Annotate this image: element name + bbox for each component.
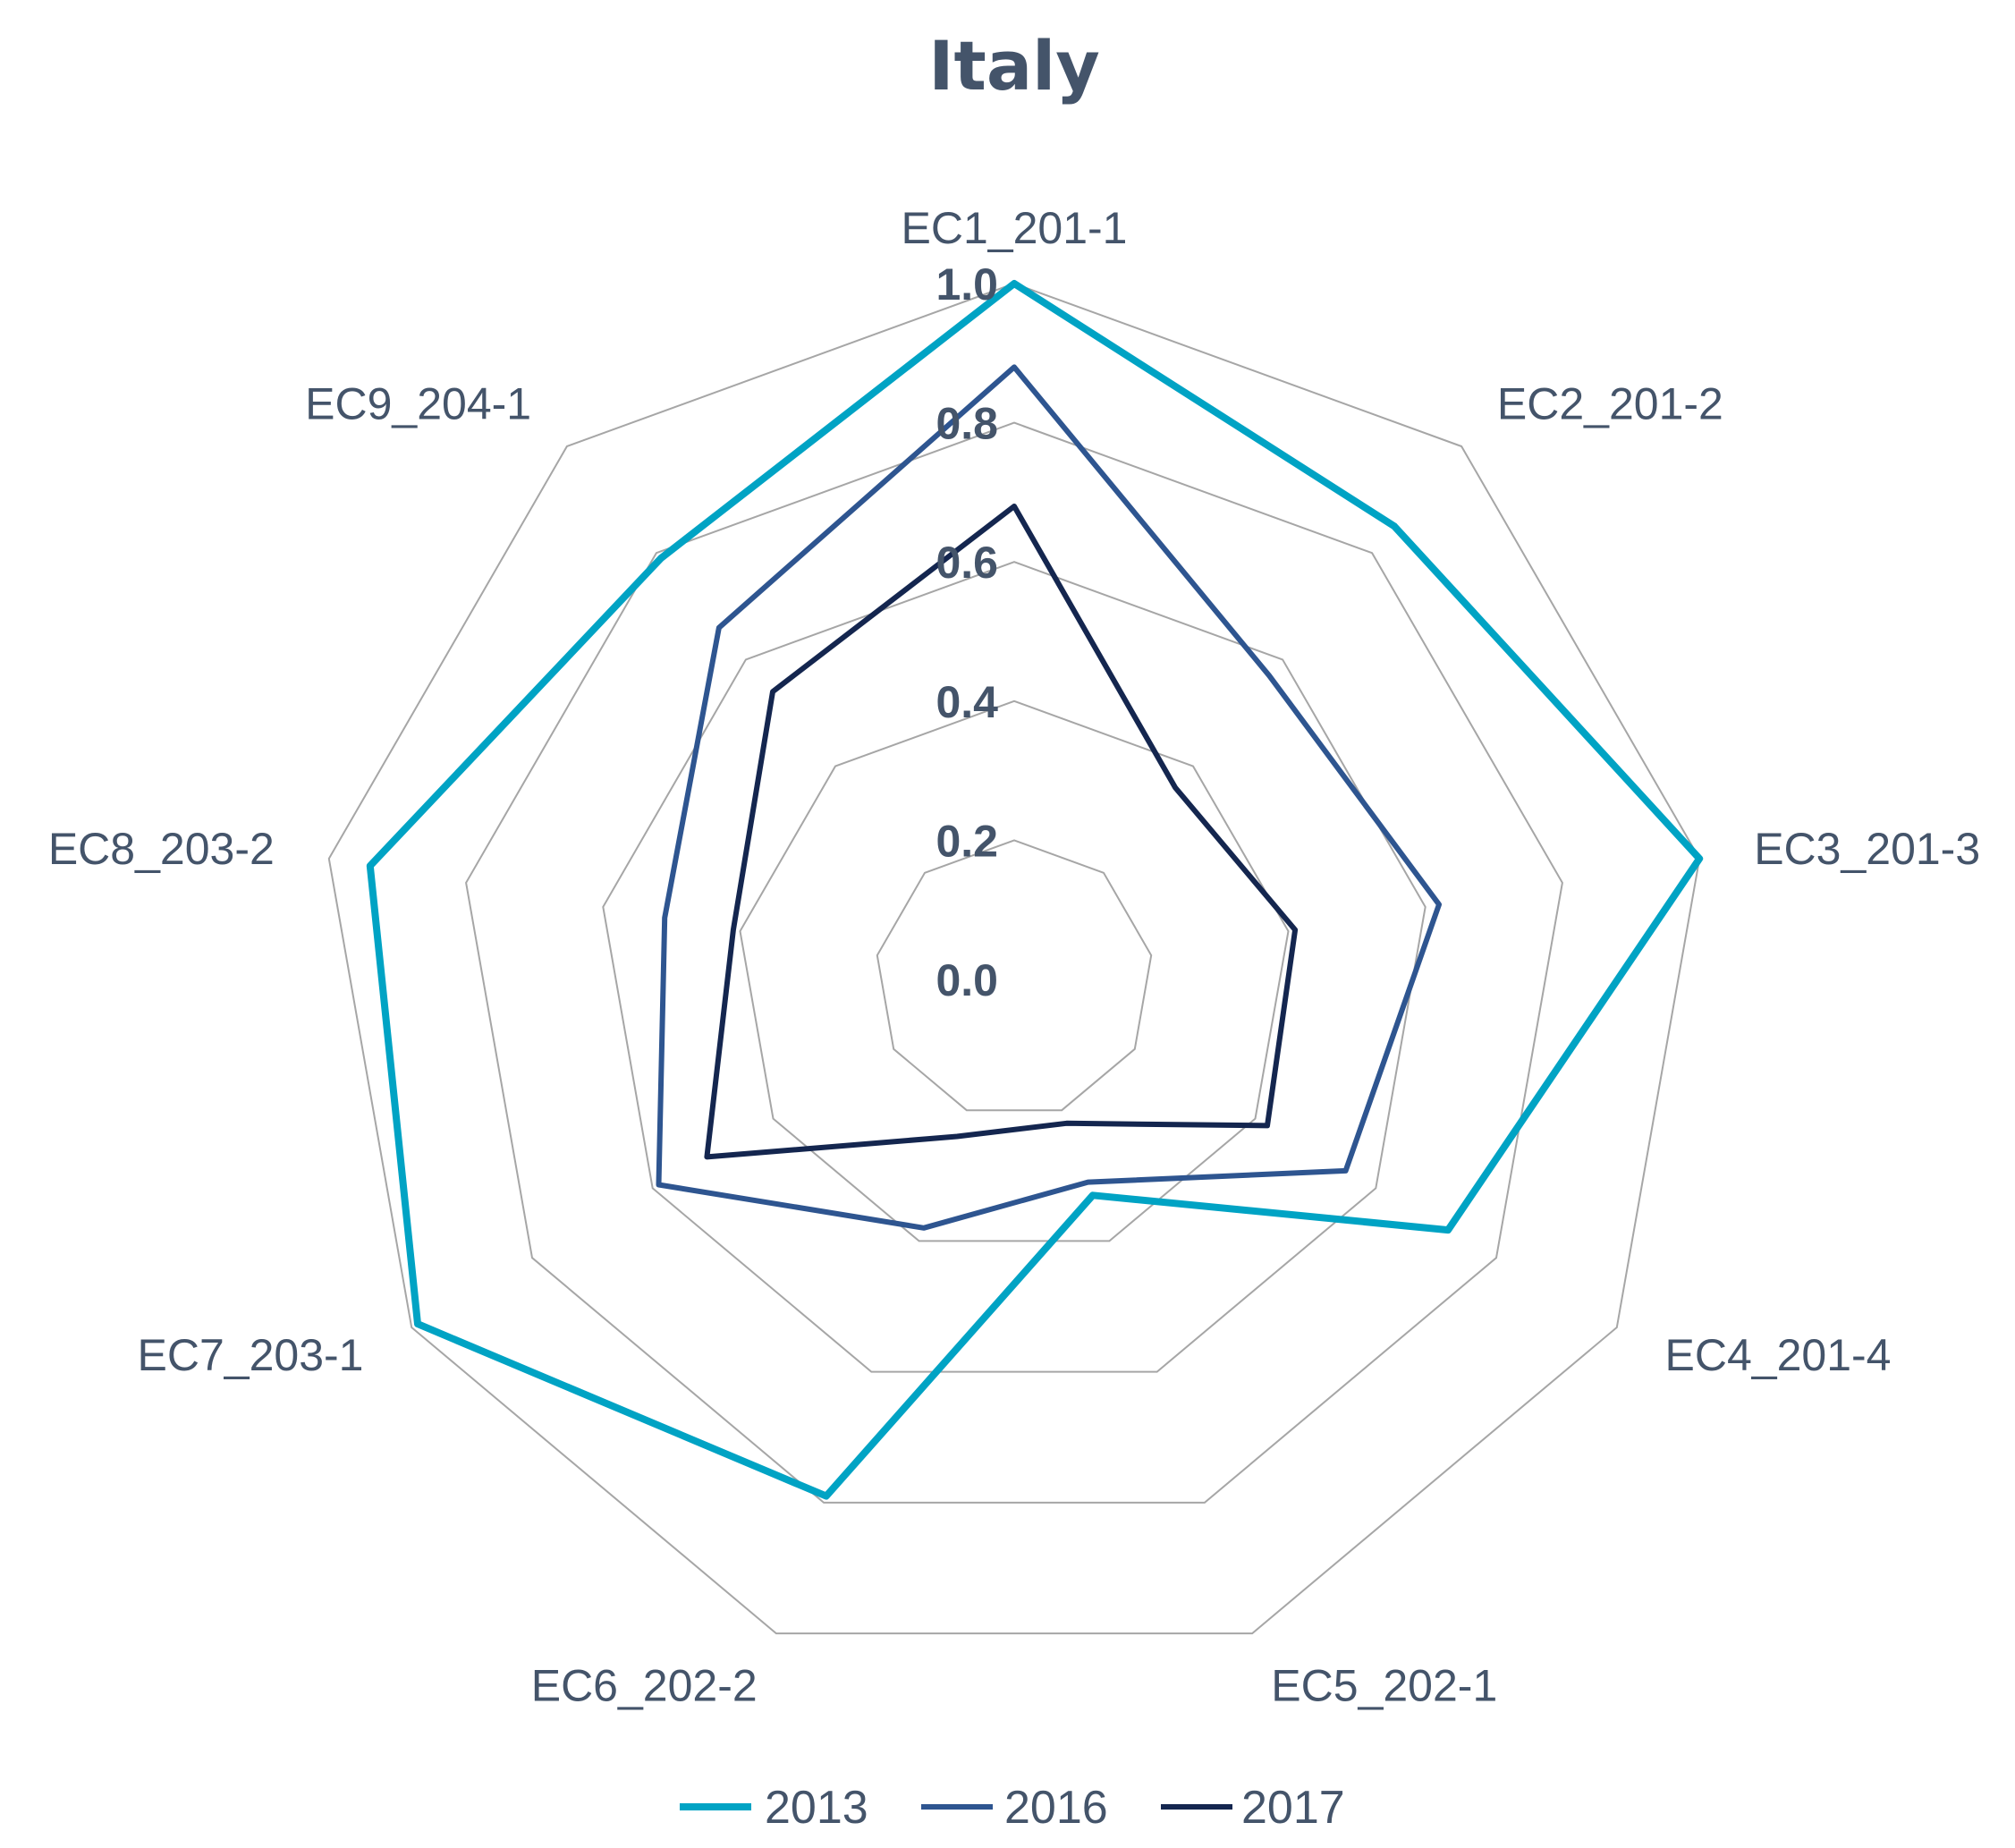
series-line-2016 (656, 364, 1442, 1231)
grid-ring-5 (327, 282, 1701, 1635)
axis-label-6: EC6_202-2 (531, 1660, 758, 1710)
axis-label-9: EC9_204-1 (305, 379, 531, 429)
series-line-2013 (366, 280, 1704, 1500)
legend: 2013 2016 2017 (680, 1782, 1345, 1834)
tick-labels: 0.0 0.2 0.4 0.6 0.8 1.0 (936, 259, 998, 1005)
legend-label-2017: 2017 (1241, 1782, 1345, 1834)
tick-label-4: 0.8 (936, 399, 998, 449)
tick-label-1: 0.2 (936, 816, 998, 866)
tick-label-5: 1.0 (936, 259, 998, 309)
tick-label-3: 0.6 (936, 538, 998, 588)
axis-label-2: EC2_201-2 (1497, 379, 1723, 429)
grid-ring-3 (602, 561, 1427, 1373)
axis-label-7: EC7_203-1 (138, 1330, 364, 1380)
legend-label-2016: 2016 (1004, 1782, 1108, 1834)
axis-label-8: EC8_203-2 (48, 824, 275, 874)
axis-label-4: EC4_201-4 (1665, 1330, 1892, 1380)
grid-ring-2 (739, 699, 1290, 1242)
axis-label-5: EC5_202-1 (1271, 1660, 1497, 1710)
chart-title: Italy (928, 26, 1099, 106)
radar-grid (327, 282, 1701, 1635)
series-line-2017 (704, 504, 1299, 1160)
series-layer (366, 280, 1704, 1500)
axis-labels: EC1_201-1 EC2_201-2 EC3_201-3 EC4_201-4 EC5_… (48, 203, 1980, 1710)
grid-ring-1 (876, 839, 1153, 1112)
tick-label-2: 0.4 (936, 677, 998, 727)
axis-label-3: EC3_201-3 (1754, 824, 1980, 874)
legend-label-2013: 2013 (765, 1782, 868, 1834)
axis-label-1: EC1_201-1 (902, 203, 1128, 253)
grid-ring-4 (465, 421, 1563, 1504)
tick-label-0: 0.0 (936, 955, 998, 1005)
